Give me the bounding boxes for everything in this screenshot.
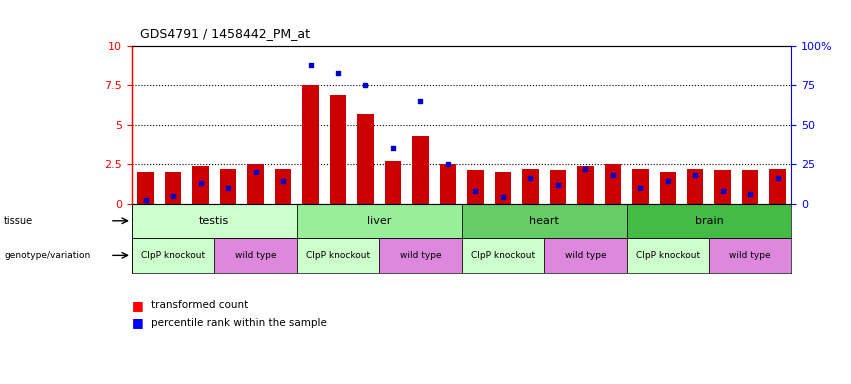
Point (194, 180, 208, 186)
Point (304, 62, 317, 68)
Text: wild type: wild type (729, 251, 771, 260)
Bar (523, 169, 539, 204)
Point (744, 191, 757, 197)
Bar (660, 172, 676, 204)
Bar (329, 95, 346, 204)
Text: wild type: wild type (564, 251, 606, 260)
Bar (544, 238, 626, 273)
Point (248, 169, 262, 175)
Bar (137, 172, 154, 204)
Bar (165, 172, 181, 204)
Bar (577, 166, 594, 204)
Bar (220, 169, 237, 204)
Text: wild type: wild type (235, 251, 277, 260)
Bar (626, 204, 791, 238)
Point (496, 194, 510, 200)
Point (661, 179, 675, 185)
Text: ■: ■ (132, 299, 144, 312)
Bar (132, 238, 214, 273)
Bar (769, 169, 786, 204)
Bar (385, 161, 401, 204)
Text: brain: brain (694, 216, 723, 226)
Bar (687, 169, 704, 204)
Text: heart: heart (529, 216, 559, 226)
Point (414, 98, 427, 104)
Bar (440, 164, 456, 204)
Text: ClpP knockout: ClpP knockout (471, 251, 535, 260)
Bar (632, 169, 648, 204)
Point (441, 161, 454, 167)
Bar (604, 164, 621, 204)
Point (386, 146, 400, 152)
Bar (412, 136, 429, 204)
Point (716, 188, 729, 194)
Text: ■: ■ (132, 316, 144, 329)
Text: genotype/variation: genotype/variation (4, 251, 90, 260)
Bar (494, 172, 511, 204)
Text: ClpP knockout: ClpP knockout (306, 251, 370, 260)
Bar (297, 204, 461, 238)
Point (331, 70, 345, 76)
Bar (742, 170, 758, 204)
Point (606, 172, 620, 178)
Point (579, 166, 592, 172)
Bar (192, 166, 208, 204)
Bar (302, 86, 319, 204)
Bar (461, 238, 544, 273)
Point (523, 175, 537, 181)
Point (139, 197, 152, 204)
Text: tissue: tissue (4, 216, 33, 226)
Bar (626, 238, 709, 273)
Text: ClpP knockout: ClpP knockout (636, 251, 700, 260)
Text: liver: liver (367, 216, 391, 226)
Bar (357, 114, 374, 204)
Point (771, 175, 785, 181)
Point (166, 193, 180, 199)
Point (688, 172, 702, 178)
Text: testis: testis (199, 216, 230, 226)
Text: percentile rank within the sample: percentile rank within the sample (151, 318, 327, 328)
Point (358, 83, 372, 89)
Bar (550, 170, 566, 204)
Bar (467, 170, 483, 204)
Bar (214, 238, 297, 273)
Bar (132, 204, 297, 238)
Bar (297, 238, 380, 273)
Point (551, 182, 565, 188)
Bar (275, 169, 291, 204)
Text: wild type: wild type (400, 251, 442, 260)
Bar (248, 164, 264, 204)
Text: GDS4791 / 1458442_PM_at: GDS4791 / 1458442_PM_at (140, 27, 311, 40)
Point (469, 188, 483, 194)
Text: transformed count: transformed count (151, 300, 248, 310)
Point (277, 179, 290, 185)
Bar (709, 238, 791, 273)
Point (221, 185, 235, 191)
Point (633, 185, 647, 191)
Bar (715, 170, 731, 204)
Text: ClpP knockout: ClpP knockout (141, 251, 205, 260)
Bar (461, 204, 626, 238)
Bar (380, 238, 461, 273)
